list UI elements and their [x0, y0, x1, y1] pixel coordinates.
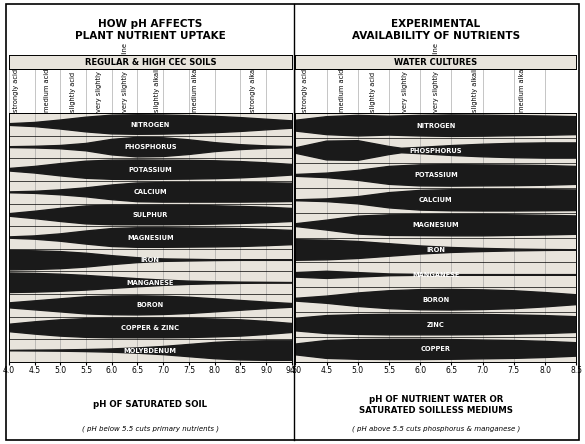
Text: COPPER & ZINC: COPPER & ZINC: [121, 325, 180, 331]
Polygon shape: [9, 228, 292, 247]
Polygon shape: [295, 190, 576, 211]
Text: pH OF NUTRIENT WATER OR
SATURATED SOILLESS MEDIUMS: pH OF NUTRIENT WATER OR SATURATED SOILLE…: [359, 395, 513, 415]
Text: very slightly alkaline: very slightly alkaline: [122, 44, 128, 112]
Polygon shape: [295, 115, 576, 136]
Text: BORON: BORON: [422, 297, 449, 303]
Text: CALCIUM: CALCIUM: [133, 189, 167, 195]
Polygon shape: [295, 240, 576, 260]
Polygon shape: [295, 289, 576, 310]
Text: COPPER: COPPER: [421, 346, 451, 353]
Text: medium acid: medium acid: [44, 69, 50, 112]
Text: medium acid: medium acid: [339, 69, 345, 112]
Text: NITROGEN: NITROGEN: [416, 123, 456, 129]
Text: BORON: BORON: [137, 302, 164, 308]
Text: slightly acid: slightly acid: [70, 72, 76, 112]
Text: EXPERIMENTAL
AVAILABILITY OF NUTRIENTS: EXPERIMENTAL AVAILABILITY OF NUTRIENTS: [352, 19, 520, 41]
Polygon shape: [9, 318, 292, 338]
Text: MAGNESIUM: MAGNESIUM: [412, 222, 459, 228]
Text: MOLYBDENUM: MOLYBDENUM: [124, 348, 177, 353]
Text: pH OF SATURATED SOIL: pH OF SATURATED SOIL: [94, 400, 207, 409]
Text: slightly acid: slightly acid: [370, 72, 376, 112]
Text: very slightly acid: very slightly acid: [402, 56, 408, 112]
Text: PHOSPHORUS: PHOSPHORUS: [124, 144, 177, 150]
Text: medium alkaline: medium alkaline: [519, 57, 525, 112]
Text: MANGANESE: MANGANESE: [412, 272, 459, 278]
Text: SULPHUR: SULPHUR: [133, 212, 168, 218]
Polygon shape: [9, 250, 292, 270]
Text: medium alkaline: medium alkaline: [192, 57, 198, 112]
Text: POTASSIUM: POTASSIUM: [414, 172, 457, 178]
Text: slightly alkaline: slightly alkaline: [472, 60, 478, 112]
Polygon shape: [9, 296, 292, 315]
Text: HOW pH AFFECTS
PLANT NUTRIENT UPTAKE: HOW pH AFFECTS PLANT NUTRIENT UPTAKE: [75, 19, 226, 41]
Polygon shape: [9, 115, 292, 134]
Polygon shape: [295, 141, 576, 160]
Text: NITROGEN: NITROGEN: [130, 122, 170, 127]
Text: REGULAR & HIGH CEC SOILS: REGULAR & HIGH CEC SOILS: [85, 58, 216, 67]
Text: very slightly acid: very slightly acid: [96, 56, 102, 112]
Text: MAGNESIUM: MAGNESIUM: [127, 234, 174, 241]
Polygon shape: [9, 205, 292, 225]
Text: IRON: IRON: [426, 247, 445, 253]
Text: IRON: IRON: [141, 257, 160, 263]
Text: strongly acid: strongly acid: [302, 69, 308, 112]
Text: POTASSIUM: POTASSIUM: [129, 167, 172, 173]
Text: ZINC: ZINC: [427, 321, 445, 328]
Polygon shape: [295, 214, 576, 236]
Text: MANGANESE: MANGANESE: [127, 280, 174, 286]
Text: ( pH above 5.5 cuts phosphorus & manganese ): ( pH above 5.5 cuts phosphorus & mangane…: [352, 425, 520, 432]
Polygon shape: [9, 182, 292, 202]
Text: very slightly alkaline: very slightly alkaline: [433, 44, 439, 112]
Polygon shape: [295, 314, 576, 335]
Polygon shape: [9, 137, 292, 157]
Text: strongly alkaline: strongly alkaline: [250, 57, 256, 112]
Text: strongly acid: strongly acid: [13, 69, 19, 112]
Polygon shape: [9, 160, 292, 179]
Text: slightly alkaline: slightly alkaline: [154, 60, 160, 112]
Polygon shape: [9, 273, 292, 293]
Text: CALCIUM: CALCIUM: [419, 197, 453, 203]
Polygon shape: [9, 341, 292, 361]
Text: PHOSPHORUS: PHOSPHORUS: [410, 147, 462, 154]
Text: WATER CULTURES: WATER CULTURES: [394, 58, 477, 67]
Polygon shape: [295, 271, 576, 278]
Polygon shape: [295, 339, 576, 360]
Text: ( pH below 5.5 cuts primary nutrients ): ( pH below 5.5 cuts primary nutrients ): [82, 425, 219, 432]
Polygon shape: [295, 165, 576, 186]
